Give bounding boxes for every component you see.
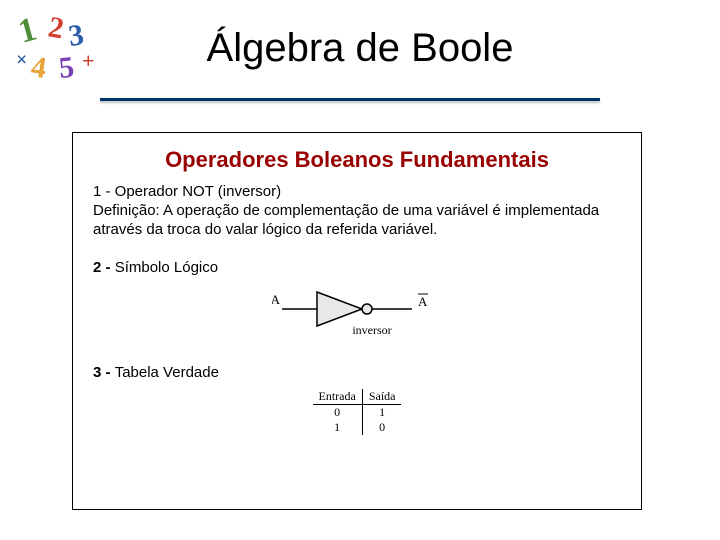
- item2-text: Símbolo Lógico: [115, 259, 218, 276]
- cell: 1: [313, 420, 363, 435]
- diagram-subtitle: inversor: [352, 323, 391, 337]
- logic-symbol-diagram: A A inversor: [93, 284, 621, 344]
- item2-prefix: 2 -: [93, 259, 115, 276]
- item2-heading: 2 - Símbolo Lógico: [93, 259, 621, 276]
- title-underline: [100, 98, 600, 101]
- item3-prefix: 3 -: [93, 364, 115, 381]
- th-saida: Saída: [362, 389, 401, 405]
- content-box: Operadores Boleanos Fundamentais 1 - Ope…: [72, 132, 642, 510]
- diagram-input-label: A: [272, 292, 281, 307]
- slide-title: Álgebra de Boole: [0, 26, 720, 71]
- diagram-output-label: A: [418, 294, 428, 309]
- truth-table: Entrada Saída 0 1 1 0: [313, 389, 402, 435]
- truth-table-wrap: Entrada Saída 0 1 1 0: [93, 389, 621, 435]
- cell: 0: [313, 405, 363, 421]
- table-row: 1 0: [313, 420, 402, 435]
- th-entrada: Entrada: [313, 389, 363, 405]
- item1-def-label: Definição:: [93, 202, 160, 219]
- item3-text: Tabela Verdade: [115, 364, 219, 381]
- section-title: Operadores Boleanos Fundamentais: [93, 147, 621, 173]
- item3-heading: 3 - Tabela Verdade: [93, 364, 621, 381]
- cell: 0: [362, 420, 401, 435]
- item1-def-text: A operação de complementação de uma vari…: [93, 202, 599, 238]
- slide: 1 2 3 4 5 + × Álgebra de Boole Operadore…: [0, 0, 720, 540]
- item1-block: 1 - Operador NOT (inversor) Definição: A…: [93, 183, 621, 239]
- table-row: 0 1: [313, 405, 402, 421]
- item1-heading: 1 - Operador NOT (inversor): [93, 183, 281, 200]
- cell: 1: [362, 405, 401, 421]
